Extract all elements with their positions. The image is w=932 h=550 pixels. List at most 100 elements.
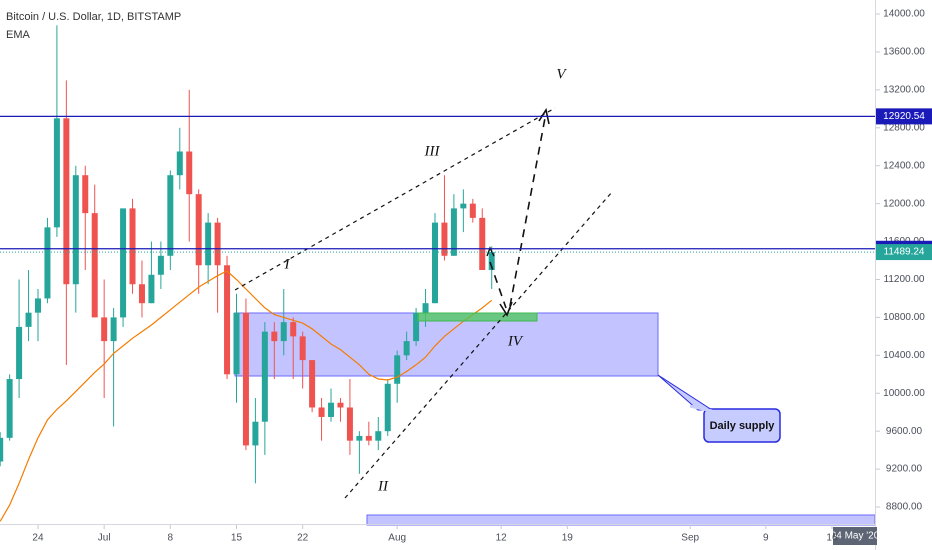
x-tick-label: 12 (496, 533, 508, 544)
lower-trendline (344, 191, 613, 499)
candle-body (186, 151, 193, 195)
x-tick-label: Jul (98, 533, 111, 544)
candle-body (120, 208, 127, 318)
candle-body (479, 217, 486, 271)
wave-label: IV (507, 333, 524, 349)
candle-body (450, 208, 457, 256)
candle-body (394, 355, 401, 384)
candle-body (110, 317, 117, 342)
candle-body (0, 437, 4, 462)
trendlines (234, 107, 613, 499)
candle-body (53, 118, 60, 228)
candle-body (157, 255, 164, 275)
candle-body (431, 222, 438, 304)
candle-body (34, 298, 41, 313)
x-tick-label: Aug (388, 533, 406, 544)
y-tick-label: 10400.00 (883, 350, 925, 361)
date-label-box (833, 527, 877, 545)
x-tick-label: 8 (168, 533, 174, 544)
candle-body (224, 265, 231, 375)
arrow-head (538, 107, 550, 125)
candle-body (233, 312, 240, 375)
candle-body (299, 336, 306, 361)
x-tick-label: 9 (763, 533, 769, 544)
candle-body (365, 435, 372, 441)
candle-body (441, 222, 448, 256)
callout-box (703, 408, 781, 443)
candle-body (63, 118, 70, 285)
wave-label: V (556, 66, 567, 82)
candle-body (72, 175, 79, 285)
candle-body (44, 227, 51, 299)
candle-body (176, 151, 183, 176)
candle-body (384, 383, 391, 432)
price-label: 12920.54 (883, 111, 925, 122)
candle-body (129, 208, 136, 285)
candle-body (138, 284, 145, 304)
x-tick-label: 19 (562, 533, 574, 544)
candle-body (167, 175, 174, 256)
callout-join (689, 404, 713, 413)
price-axis (875, 0, 932, 550)
wave-label: II (377, 478, 389, 494)
candle-body (337, 402, 344, 408)
candle-body (195, 194, 202, 266)
candle-body (356, 435, 363, 441)
wave-label: I (284, 256, 291, 272)
y-tick-label: 9600.00 (886, 426, 923, 437)
candle-body (290, 322, 297, 337)
candle-body (214, 222, 221, 266)
candle-body (16, 326, 23, 380)
y-tick-label: 10000.00 (883, 388, 925, 399)
x-tick-label: 16 (826, 533, 838, 544)
candle-body (25, 312, 32, 327)
candle-body (328, 402, 335, 417)
candle-body (82, 175, 89, 214)
y-tick-label: 14000.00 (883, 9, 925, 20)
arrow-head (499, 301, 513, 317)
y-tick-label: 13200.00 (883, 85, 925, 96)
candle-body (148, 274, 155, 304)
projection-up (509, 117, 546, 307)
candle-body (413, 312, 420, 342)
x-tick-label: 15 (231, 533, 243, 544)
y-tick-label: 12000.00 (883, 198, 925, 209)
arrow-head (486, 246, 495, 257)
y-tick-label: 11200.00 (884, 274, 925, 285)
y-tick-label: 13600.00 (883, 47, 925, 58)
y-tick-label: 10800.00 (883, 312, 925, 323)
candle-body (460, 203, 467, 209)
last-price-label: 11489.24 (884, 247, 925, 258)
candle-body (91, 213, 98, 318)
y-tick-label: 12800.00 (883, 122, 925, 133)
projection (489, 117, 546, 309)
price-label-box (876, 108, 932, 125)
x-tick-label: 24 (32, 533, 44, 544)
candle-body (318, 407, 325, 417)
callout-text: Daily supply (710, 420, 776, 432)
candle-body (280, 322, 287, 342)
x-tick-label: 22 (297, 533, 309, 544)
candle-body (271, 331, 278, 342)
lower-zone (366, 514, 876, 526)
candle-body (375, 431, 382, 441)
candle-body (205, 222, 212, 266)
x-tick-label: Sep (681, 533, 699, 544)
candle-body (242, 312, 249, 446)
support-zone (417, 312, 538, 322)
wave-label: III (424, 143, 441, 159)
candle-body (422, 303, 429, 313)
candle-body (6, 379, 13, 438)
candle-body (101, 317, 108, 342)
last-price-box (876, 244, 932, 261)
candles (0, 25, 495, 522)
chart-title: Bitcoin / U.S. Dollar, 1D, BITSTAMP (6, 11, 181, 23)
legend-entry: EMA (6, 29, 31, 41)
candle-body (309, 360, 316, 408)
y-tick-label: 12400.00 (883, 160, 925, 171)
ema-line (0, 270, 493, 522)
candle-body (403, 341, 410, 356)
candle-body (488, 252, 495, 271)
